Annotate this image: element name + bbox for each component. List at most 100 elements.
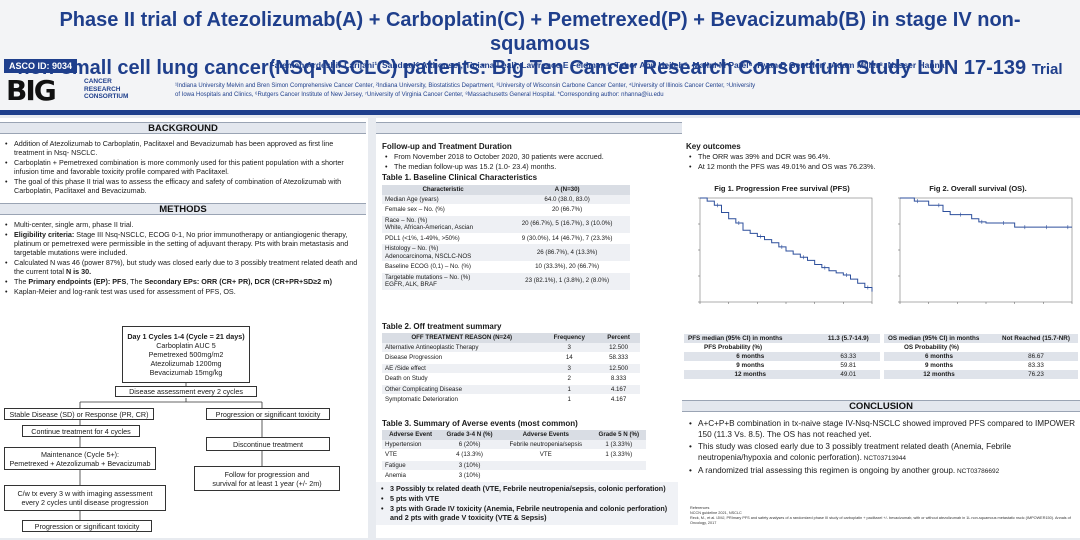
table1-header-row: Characteristic A (N=30) bbox=[382, 185, 630, 195]
asco-id-badge: ASCO ID: 9034 bbox=[4, 59, 78, 73]
table1-cell: PDL1 (<1%, 1-49%, >50%) bbox=[382, 233, 505, 244]
methods-bullet: Multi-center, single arm, phase II trial… bbox=[4, 220, 364, 229]
conclusion-text: A randomized trial assessing this regime… bbox=[698, 466, 956, 475]
table3-cell: Anemia bbox=[382, 470, 440, 482]
table-row: Median Age (years) 64.0 (38.0, 83.0) bbox=[382, 194, 630, 205]
table2-cell: Symptomatic Deterioration bbox=[382, 394, 542, 406]
table3-header-cell: Adverse Events bbox=[499, 430, 592, 440]
authors: Fatemeh Ardeshir-Larijani¹, Sandra K Alt… bbox=[269, 60, 951, 70]
table1-cell: 64.0 (38.0, 83.0) bbox=[504, 194, 630, 205]
table3-cell: VTE bbox=[382, 449, 440, 461]
reference-item: Reck, M., et al. IJMJ, PRImary PFS and s… bbox=[690, 516, 1071, 525]
table2-cell: 14 bbox=[541, 352, 598, 364]
table-row: Disease Progression 14 58.333 bbox=[382, 352, 640, 364]
table3-title: Table 3. Summary of Averse events (most … bbox=[382, 419, 578, 428]
methods-bullet: Calculated N was 46 (power 87%), but stu… bbox=[4, 258, 364, 276]
table3-cell bbox=[499, 470, 592, 482]
background-heading: BACKGROUND bbox=[0, 122, 366, 134]
os-row-label: 6 months bbox=[884, 352, 994, 361]
logo-line-1: CANCER bbox=[84, 78, 112, 85]
pfs-chart-title: Fig 1. Progression Free survival (PFS) bbox=[714, 184, 850, 193]
conclusion-heading: CONCLUSION bbox=[682, 400, 1080, 412]
table1-cell: 26 (86.7%), 4 (13.3%) bbox=[504, 243, 630, 262]
pfs-row-label: 12 months bbox=[684, 370, 817, 379]
table-row: Other Complicating Disease 1 4.167 bbox=[382, 384, 640, 395]
pfs-median-value: 11.3 (5.7-14.9) bbox=[816, 334, 880, 343]
table1-cell: 10 (33.3%), 20 (66.7%) bbox=[504, 261, 630, 273]
continue-treatment-box: Continue treatment for 4 cycles bbox=[22, 425, 140, 437]
table2-cell: 1 bbox=[541, 394, 598, 406]
right-column: Key outcomes The ORR was 39% and DCR was… bbox=[682, 118, 1080, 538]
table1-cell: 23 (82.1%), 1 (3.8%), 2 (8.0%) bbox=[504, 272, 630, 291]
table2-title: Table 2. Off treatment summary bbox=[382, 322, 502, 331]
pfs-prob-label: PFS Probability (%) bbox=[704, 344, 763, 351]
table-row: Female sex – No. (%) 20 (66.7%) bbox=[382, 204, 630, 216]
table3-header-row: Adverse Event Grade 3-4 N (%) Adverse Even… bbox=[382, 430, 646, 440]
os-median-label: OS median (95% CI) in months bbox=[884, 334, 994, 343]
continuation-line: C/w tx every 3 w with imaging assessment bbox=[17, 489, 153, 498]
toxicity-note: 3 Possibly tx related death (VTE, Febril… bbox=[380, 484, 676, 493]
table-row: Baseline ECOG (0,1) – No. (%) 10 (33.3%),… bbox=[382, 261, 630, 273]
os-row-value: 86.67 bbox=[993, 352, 1078, 361]
follow-up-line: Follow for progression and bbox=[224, 469, 310, 479]
table2-cell: 4.167 bbox=[597, 394, 640, 406]
pfs-row-value: 59.81 bbox=[840, 362, 857, 369]
background-bullet: The goal of this phase II trial was to a… bbox=[4, 177, 364, 195]
pfs-row-label: 9 months bbox=[736, 362, 765, 369]
poster-header: Phase II trial of Atezolizumab(A) + Carb… bbox=[0, 0, 1080, 110]
background-bullet: Addition of Atezolizumab to Carboplatin,… bbox=[4, 139, 364, 157]
logo-line-3: CONSORTIUM bbox=[84, 93, 129, 100]
pfs-row-value: 49.01 bbox=[816, 370, 880, 379]
stable-disease-box: Stable Disease (SD) or Response (PR, CR) bbox=[4, 408, 154, 420]
background-bullet: Carboplatin + Pemetrexed combination is … bbox=[4, 158, 364, 176]
logo-wordmark: BIG bbox=[6, 74, 57, 107]
table3-cell: 3 (10%) bbox=[439, 460, 500, 471]
continuation-line: every 2 cycles until disease progression bbox=[21, 498, 149, 507]
table-row: AE /Side effect 3 12.500 bbox=[382, 363, 640, 374]
table2-header-cell: OFF TREATMENT REASON (N=24) bbox=[382, 333, 542, 343]
table-row: Hypertension 6 (20%) Febrile neutropenia/s… bbox=[382, 439, 646, 450]
references: References NCCN guideline 2021, NSCLC Re… bbox=[690, 506, 1076, 526]
logo-line-2: RESEARCH bbox=[84, 85, 121, 93]
adverse-events-table: Adverse Event Grade 3-4 N (%) Adverse Even… bbox=[382, 430, 646, 482]
regimen-drug: Carboplatin AUC 5 bbox=[156, 341, 216, 350]
left-column: BACKGROUND Addition of Atezolizumab to C… bbox=[0, 118, 368, 538]
key-outcomes-list: The ORR was 39% and DCR was 96.4%. At 12… bbox=[688, 152, 1078, 172]
table1-cell: Female sex – No. (%) bbox=[382, 204, 505, 216]
sample-size-text: Calculated N was 46 (power 87%), but stu… bbox=[14, 258, 358, 276]
table1-header-cell: Characteristic bbox=[382, 185, 505, 195]
table2-header-cell: Frequency bbox=[541, 333, 598, 343]
maintenance-box: Maintenance (Cycle 5+): Pemetrexed + Ate… bbox=[4, 447, 156, 470]
table3-cell: 3 (10%) bbox=[439, 470, 500, 482]
toxicity-note: 5 pts with VTE bbox=[380, 494, 676, 503]
table3-header-cell: Adverse Event bbox=[382, 430, 440, 440]
table2-cell: 2 bbox=[541, 373, 598, 385]
title-tail: Trial bbox=[1031, 61, 1063, 78]
assessment-box: Disease assessment every 2 cycles bbox=[115, 386, 257, 397]
conclusion-list: A+C+P+B combination in tx-naive stage IV… bbox=[688, 418, 1076, 478]
table2-cell: 3 bbox=[541, 342, 598, 353]
key-outcomes-heading: Key outcomes bbox=[686, 142, 741, 151]
os-row-label: 12 months bbox=[884, 370, 994, 379]
affiliations-line-1: ¹Indiana University Melvin and Bren Simo… bbox=[175, 83, 756, 89]
os-chart bbox=[884, 194, 1078, 318]
endpoints-text-c: , The bbox=[126, 277, 145, 286]
os-median-value: Not Reached (15.7-NR) bbox=[993, 334, 1078, 343]
conclusion-bullet: A randomized trial assessing this regime… bbox=[688, 465, 1076, 477]
table3-cell: Fatigue bbox=[382, 460, 440, 471]
pfs-summary-table: PFS median (95% CI) in months 11.3 (5.7-1… bbox=[684, 334, 880, 379]
nct-number: NCT03786692 bbox=[955, 468, 1000, 475]
table-row: Race – No. (%) White, African-American, … bbox=[382, 215, 630, 234]
toxicity-note: 3 pts with Grade IV toxicity (Anemia, Fe… bbox=[380, 504, 676, 522]
middle-column: Follow-up and Treatment Duration From No… bbox=[376, 118, 682, 538]
survival-curve bbox=[900, 197, 1072, 228]
regimen-box: Day 1 Cycles 1-4 (Cycle = 21 days) Carbo… bbox=[122, 326, 250, 383]
discontinue-treatment-box: Discontinue treatment bbox=[206, 437, 330, 451]
table2-cell: 1 bbox=[541, 384, 598, 395]
os-row-value: 76.23 bbox=[993, 370, 1078, 379]
pfs-row-label: 6 months bbox=[684, 352, 817, 361]
poster-title: Phase II trial of Atezolizumab(A) + Carb… bbox=[10, 8, 1070, 82]
table-row: PDL1 (<1%, 1-49%, >50%) 9 (30.0%), 14 (46… bbox=[382, 233, 630, 244]
table-row: Symptomatic Deterioration 1 4.167 bbox=[382, 394, 640, 406]
key-outcome: At 12 month the PFS was 49.01% and OS wa… bbox=[688, 162, 1078, 171]
